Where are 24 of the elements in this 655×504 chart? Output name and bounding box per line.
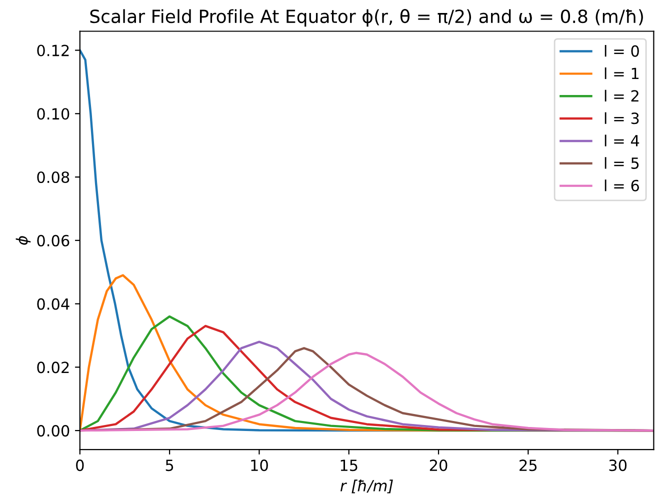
legend-label: l = 5 [604,157,639,169]
x-tick-label: 20 [430,460,448,472]
legend-label: l = 1 [604,67,639,80]
legend-label: l = 6 [604,180,639,192]
y-tick-label: 0.12 [37,44,69,56]
x-tick-label: 10 [251,460,268,472]
x-tick-label: 5 [166,460,174,472]
x-tick-label: 30 [609,460,627,472]
y-tick-label: 0.02 [37,362,69,374]
y-tick-label: 0.00 [37,425,70,437]
y-axis-title: ϕ [16,236,31,245]
y-tick-label: 0.04 [37,298,70,310]
x-tick-label: 0 [76,460,84,472]
x-tick-label: 25 [520,460,537,472]
legend-label: l = 0 [604,45,639,57]
x-tick-label: 15 [340,460,358,472]
x-axis-title: r [ħ/m] [340,480,393,494]
legend-label: l = 4 [604,134,640,146]
chart-title: Scalar Field Profile At Equator ϕ(r, θ = π/2) and ω = 0.8 (m/ħ) [90,9,643,27]
legend-label: l = 2 [604,90,638,102]
y-tick-label: 0.06 [37,234,70,246]
y-tick-label: 0.08 [37,171,70,184]
y-tick-label: 0.10 [37,108,70,120]
legend-label: l = 3 [604,112,639,124]
